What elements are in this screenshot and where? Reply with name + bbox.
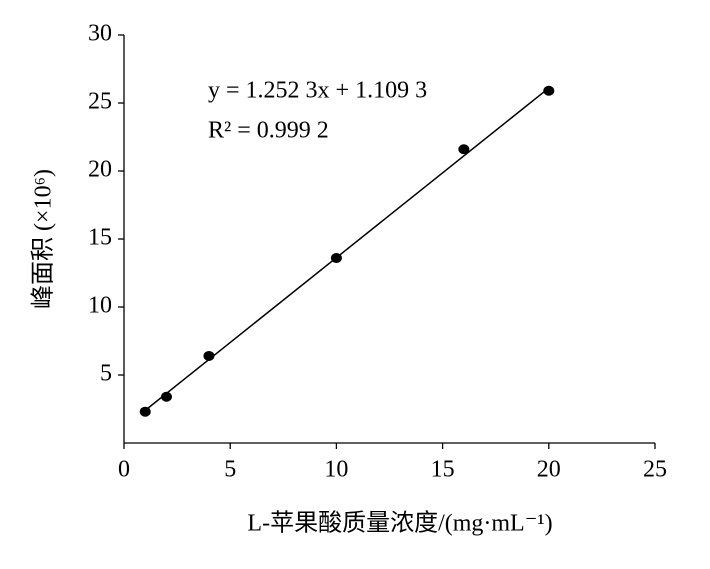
data-point <box>203 350 215 361</box>
x-axis-label: L-苹果酸质量浓度/(mg·mL⁻¹) <box>247 510 552 537</box>
data-point <box>160 391 172 402</box>
y-tick-label: 15 <box>88 225 112 251</box>
y-tick-label: 25 <box>88 89 112 115</box>
x-tick-label: 25 <box>643 457 667 483</box>
x-tick-label: 0 <box>118 457 130 483</box>
r-squared: R² = 0.999 2 <box>208 118 329 144</box>
y-tick-label: 5 <box>100 361 112 387</box>
x-tick-label: 20 <box>537 457 561 483</box>
x-tick-label: 5 <box>224 457 236 483</box>
equation: y = 1.252 3x + 1.109 3 <box>208 78 427 104</box>
y-tick-label: 10 <box>88 293 112 319</box>
data-point <box>458 144 470 155</box>
x-tick-label: 10 <box>324 457 348 483</box>
x-tick-label: 15 <box>431 457 455 483</box>
data-point <box>330 253 342 264</box>
y-tick-label: 20 <box>88 157 112 183</box>
data-point <box>139 406 151 417</box>
fit-line <box>144 87 550 411</box>
data-point <box>543 85 555 96</box>
y-axis-label: 峰面积 (×10⁶) <box>30 169 57 309</box>
y-tick-label: 30 <box>88 21 112 47</box>
